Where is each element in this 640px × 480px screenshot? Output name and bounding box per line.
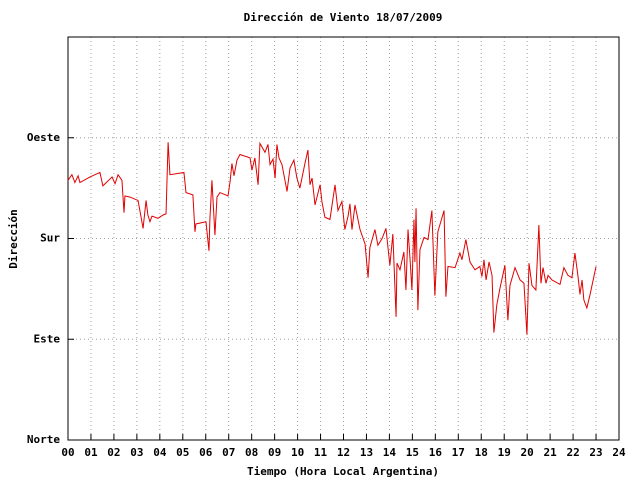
x-axis-label: Tiempo (Hora Local Argentina) <box>247 465 439 478</box>
x-tick-label: 23 <box>589 446 602 459</box>
x-tick-label: 19 <box>498 446 511 459</box>
x-tick-label: 10 <box>291 446 304 459</box>
chart-title: Dirección de Viento 18/07/2009 <box>244 11 443 24</box>
x-tick-label: 01 <box>84 446 98 459</box>
x-tick-label: 05 <box>176 446 189 459</box>
x-tick-label: 03 <box>130 446 143 459</box>
x-tick-label: 04 <box>153 446 167 459</box>
y-tick-label: Este <box>34 332 61 345</box>
x-tick-label: 11 <box>314 446 328 459</box>
x-tick-label: 08 <box>245 446 258 459</box>
y-axis-label: Dirección <box>7 209 20 269</box>
x-tick-label: 06 <box>199 446 213 459</box>
x-tick-label: 14 <box>383 446 397 459</box>
x-tick-label: 07 <box>222 446 235 459</box>
x-tick-label: 09 <box>268 446 281 459</box>
x-tick-label: 17 <box>452 446 465 459</box>
x-tick-label: 12 <box>337 446 350 459</box>
y-tick-label: Sur <box>40 232 60 245</box>
x-tick-label: 16 <box>429 446 443 459</box>
data-line <box>67 141 597 335</box>
x-tick-label: 13 <box>360 446 373 459</box>
x-tick-label: 02 <box>107 446 120 459</box>
x-tick-label: 18 <box>475 446 488 459</box>
x-tick-label: 21 <box>544 446 558 459</box>
plot-frame <box>67 36 620 441</box>
x-tick-label: 15 <box>406 446 419 459</box>
y-tick-label: Norte <box>27 433 60 446</box>
x-tick-label: 00 <box>61 446 74 459</box>
x-tick-label: 22 <box>566 446 579 459</box>
y-tick-label: Oeste <box>27 131 60 144</box>
x-tick-label: 24 <box>612 446 626 459</box>
x-tick-label: 20 <box>521 446 534 459</box>
